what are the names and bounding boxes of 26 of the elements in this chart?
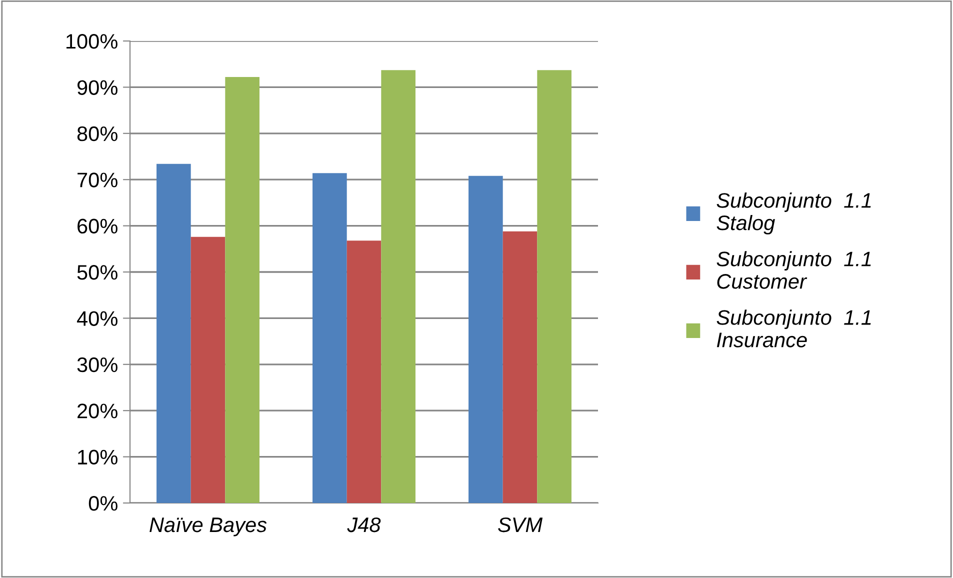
bar <box>190 236 226 503</box>
legend-label: Subconjunto 1.1 Stalog <box>716 192 871 234</box>
bar <box>156 164 191 503</box>
y-tick-label: 90% <box>77 80 118 95</box>
legend-label: Subconjunto 1.1 Insurance <box>716 310 871 348</box>
legend-label: Subconjunto 1.1 Customer <box>716 251 871 289</box>
y-tick-label: 30% <box>77 357 118 372</box>
x-tick-label: SVM <box>498 517 543 532</box>
y-tick-label: 0% <box>88 496 118 511</box>
x-tick-label: J48 <box>347 517 381 532</box>
y-tick-label: 70% <box>78 172 118 188</box>
y-tick-label: 60% <box>78 218 118 234</box>
x-tick-label: Naïve Bayes <box>150 518 267 536</box>
bar <box>502 231 538 503</box>
bar <box>346 240 382 503</box>
y-tick-label: 80% <box>77 126 118 142</box>
bar <box>225 77 260 503</box>
y-tick-label: 10% <box>78 450 118 465</box>
bar <box>537 70 572 503</box>
bar <box>381 70 416 503</box>
y-tick-label: 20% <box>78 404 118 418</box>
bar <box>468 176 503 503</box>
y-tick-label: 50% <box>77 265 118 280</box>
bar <box>312 173 347 503</box>
y-tick-label: 100% <box>66 34 118 49</box>
y-tick-label: 40% <box>76 311 118 326</box>
